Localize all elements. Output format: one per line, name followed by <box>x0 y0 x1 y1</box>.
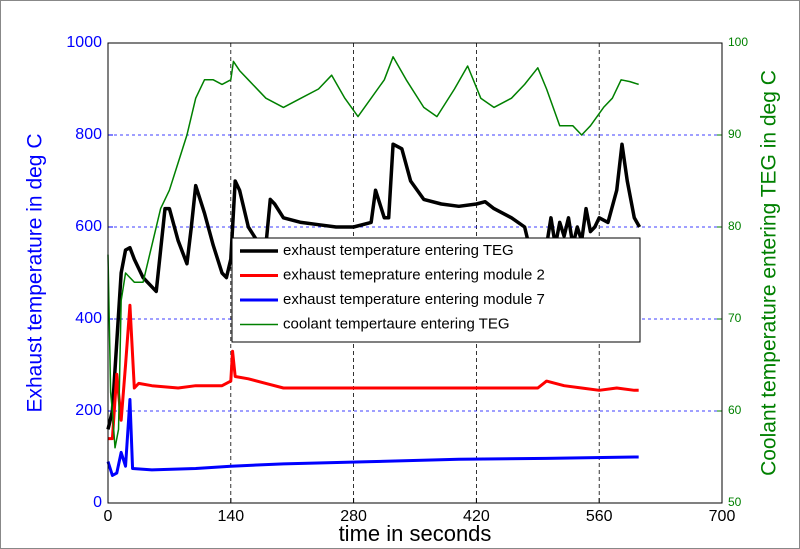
series-line <box>108 303 639 441</box>
y-tick-label: 400 <box>75 310 102 327</box>
y2-tick-label: 70 <box>728 311 742 325</box>
y-axis-label: Exhaust temperature in deg C <box>24 134 47 413</box>
x-tick-label: 700 <box>709 508 736 525</box>
y-tick-label: 0 <box>93 494 102 511</box>
y-tick-label: 200 <box>75 402 102 419</box>
y-tick-label: 1000 <box>66 34 102 51</box>
y-tick-label: 600 <box>75 218 102 235</box>
legend-label: coolant tempertaure entering TEG <box>283 315 510 332</box>
x-tick-label: 420 <box>463 508 490 525</box>
series-line <box>106 142 642 430</box>
legend-label: exhaust temeprature entering module 2 <box>283 266 545 283</box>
y2-axis-label: Coolant temperature entering TEG in deg … <box>758 70 781 476</box>
y2-tick-label: 50 <box>728 495 742 509</box>
y2-tick-label: 90 <box>728 127 742 141</box>
legend <box>231 237 641 343</box>
axes-box <box>107 42 723 504</box>
legend-label: exhaust temperature entering TEG <box>283 242 514 259</box>
series-line <box>106 398 639 477</box>
legend-label: exhaust temperature entering module 7 <box>283 291 545 308</box>
y2-tick-label: 60 <box>728 403 742 417</box>
series-line <box>107 56 639 449</box>
y2-tick-label: 80 <box>728 219 742 233</box>
y2-tick-label: 100 <box>728 35 748 49</box>
x-tick-label: 140 <box>217 508 244 525</box>
x-axis-label: time in seconds <box>339 521 492 546</box>
x-tick-label: 560 <box>586 508 613 525</box>
x-tick-label: 0 <box>104 508 113 525</box>
y-tick-label: 800 <box>75 126 102 143</box>
x-tick-label: 280 <box>340 508 367 525</box>
